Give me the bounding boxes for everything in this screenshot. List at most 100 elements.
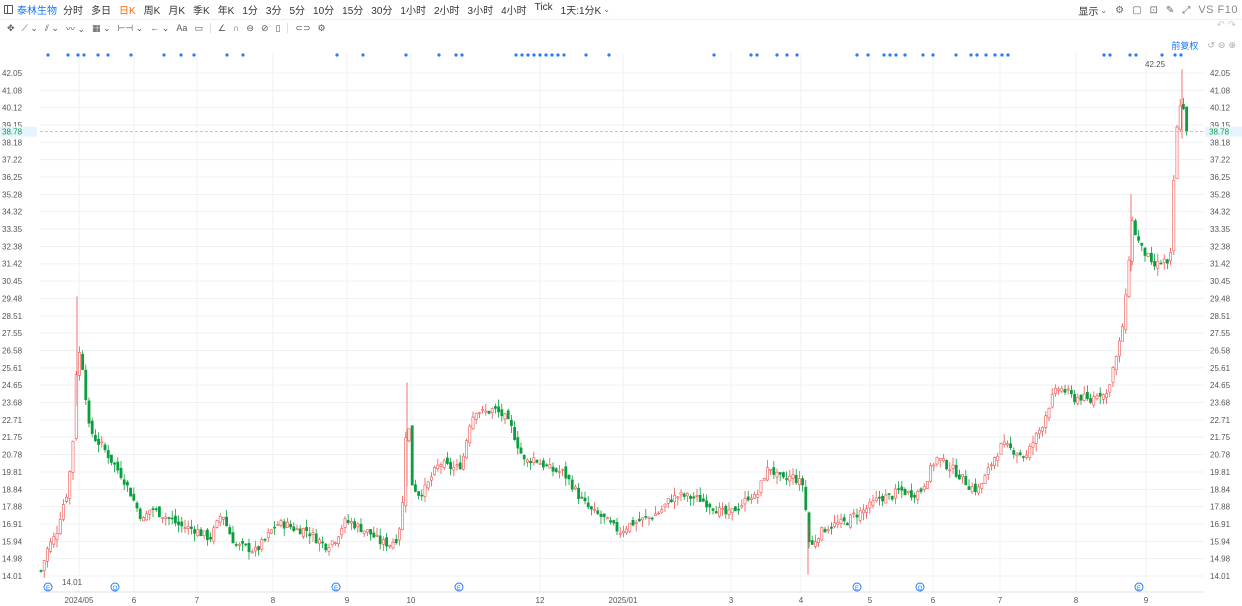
chevron-down-icon[interactable]: ⌄: [603, 5, 610, 14]
news-marker-dot[interactable]: [795, 53, 799, 57]
layout-icon[interactable]: ▢: [1132, 4, 1142, 16]
news-marker-dot[interactable]: [562, 53, 566, 57]
event-marker[interactable]: [915, 582, 925, 592]
news-marker-dot[interactable]: [538, 53, 542, 57]
comment-icon[interactable]: ▭: [194, 22, 203, 33]
period-tab[interactable]: Tick: [534, 2, 553, 13]
news-marker-dot[interactable]: [437, 53, 441, 57]
zoom-in-icon[interactable]: ⊕: [1228, 39, 1236, 50]
period-tab[interactable]: 2小时: [433, 6, 460, 17]
news-marker-dot[interactable]: [984, 53, 988, 57]
news-marker-dot[interactable]: [607, 53, 611, 57]
period-tab[interactable]: 5分: [289, 6, 306, 17]
pencil-icon[interactable]: ✎: [1165, 4, 1175, 16]
reset-icon[interactable]: ↺: [1207, 39, 1215, 50]
magnet-icon[interactable]: ∩: [232, 23, 240, 33]
news-marker-dot[interactable]: [993, 53, 997, 57]
period-tab[interactable]: 季K: [193, 6, 210, 17]
news-marker-dot[interactable]: [66, 53, 70, 57]
period-tab[interactable]: 1分: [242, 6, 258, 17]
news-marker-dot[interactable]: [866, 53, 870, 57]
measure-icon[interactable]: ⊢⊣ ⌄: [117, 22, 144, 33]
news-marker-dot[interactable]: [179, 53, 183, 57]
news-marker-dot[interactable]: [954, 53, 958, 57]
news-marker-dot[interactable]: [225, 53, 229, 57]
news-marker-dot[interactable]: [882, 53, 886, 57]
news-marker-dot[interactable]: [241, 53, 245, 57]
news-marker-dot[interactable]: [550, 53, 554, 57]
arrow-icon[interactable]: ← ⌄: [150, 22, 170, 33]
period-tab[interactable]: 月K: [168, 6, 186, 17]
news-marker-dot[interactable]: [106, 53, 110, 57]
news-marker-dot[interactable]: [584, 53, 588, 57]
news-marker-dot[interactable]: [1179, 53, 1183, 57]
settings-icon[interactable]: ⚙: [317, 22, 326, 33]
news-marker-dot[interactable]: [404, 53, 408, 57]
display-menu[interactable]: 显示: [1078, 6, 1099, 18]
undo-icon[interactable]: ↶: [1216, 20, 1225, 31]
chevron-down-icon[interactable]: ⌄: [1100, 5, 1108, 15]
event-marker[interactable]: [43, 582, 53, 592]
event-marker[interactable]: [331, 582, 341, 592]
news-marker-dot[interactable]: [335, 53, 339, 57]
adjust-mode[interactable]: 前复权: [1171, 40, 1199, 51]
eye-icon[interactable]: ⊖: [246, 22, 254, 33]
move-icon[interactable]: ✥: [7, 22, 15, 33]
news-marker-dot[interactable]: [894, 53, 898, 57]
news-marker-dot[interactable]: [192, 53, 196, 57]
news-marker-dot[interactable]: [931, 53, 935, 57]
news-marker-dot[interactable]: [361, 53, 365, 57]
period-tab[interactable]: 10分: [313, 6, 335, 17]
period-tab[interactable]: 年K: [217, 6, 235, 17]
news-marker-dot[interactable]: [921, 53, 925, 57]
news-marker-dot[interactable]: [975, 53, 979, 57]
news-marker-dot[interactable]: [903, 53, 907, 57]
fullscreen-icon[interactable]: ⤢: [1182, 4, 1191, 16]
event-marker[interactable]: [852, 582, 862, 592]
news-marker-dot[interactable]: [82, 53, 86, 57]
event-marker[interactable]: [1134, 582, 1144, 592]
period-tab[interactable]: 4小时: [501, 6, 527, 17]
period-tab[interactable]: 15分: [342, 6, 364, 17]
news-marker-dot[interactable]: [1102, 53, 1106, 57]
link-icon[interactable]: ⊂⊃: [295, 22, 311, 33]
range-selector[interactable]: 1天:1分K: [560, 6, 602, 17]
news-marker-dot[interactable]: [544, 53, 548, 57]
gear-icon[interactable]: ⚙: [1115, 4, 1125, 16]
news-marker-dot[interactable]: [526, 53, 530, 57]
news-marker-dot[interactable]: [520, 53, 524, 57]
news-marker-dot[interactable]: [1006, 53, 1010, 57]
news-marker-dot[interactable]: [460, 53, 464, 57]
news-marker-dot[interactable]: [162, 53, 166, 57]
news-marker-dot[interactable]: [129, 53, 133, 57]
news-marker-dot[interactable]: [556, 53, 560, 57]
period-tab[interactable]: 3小时: [467, 6, 494, 17]
redo-icon[interactable]: ↷: [1227, 20, 1236, 31]
channel-icon[interactable]: ⫽ ⌄: [44, 22, 59, 33]
trendline-icon[interactable]: ⟋ ⌄: [21, 22, 38, 33]
news-marker-dot[interactable]: [76, 53, 80, 57]
period-tab[interactable]: 多日: [91, 6, 111, 17]
news-marker-dot[interactable]: [454, 53, 458, 57]
news-marker-dot[interactable]: [1108, 53, 1112, 57]
news-marker-dot[interactable]: [1160, 53, 1164, 57]
period-tab[interactable]: 3分: [265, 6, 282, 17]
event-marker[interactable]: [454, 582, 464, 592]
zoom-out-icon[interactable]: ⊖: [1217, 39, 1226, 50]
news-marker-dot[interactable]: [712, 53, 716, 57]
angle-icon[interactable]: ∠: [217, 22, 226, 33]
vs-f10-button[interactable]: VS F10: [1198, 4, 1238, 16]
period-tab[interactable]: 日K: [119, 6, 136, 17]
news-marker-dot[interactable]: [749, 53, 753, 57]
news-marker-dot[interactable]: [755, 53, 759, 57]
news-marker-dot[interactable]: [775, 53, 779, 57]
news-marker-dot[interactable]: [785, 53, 789, 57]
wave-icon[interactable]: 〰 ⌄: [65, 23, 85, 34]
news-marker-dot[interactable]: [1173, 53, 1177, 57]
hide-icon[interactable]: ⊘: [260, 22, 269, 33]
period-tab[interactable]: 1小时: [400, 6, 426, 17]
news-marker-dot[interactable]: [969, 53, 973, 57]
pattern-icon[interactable]: ▦ ⌄: [92, 22, 111, 33]
trash-icon[interactable]: ▯: [275, 22, 281, 33]
